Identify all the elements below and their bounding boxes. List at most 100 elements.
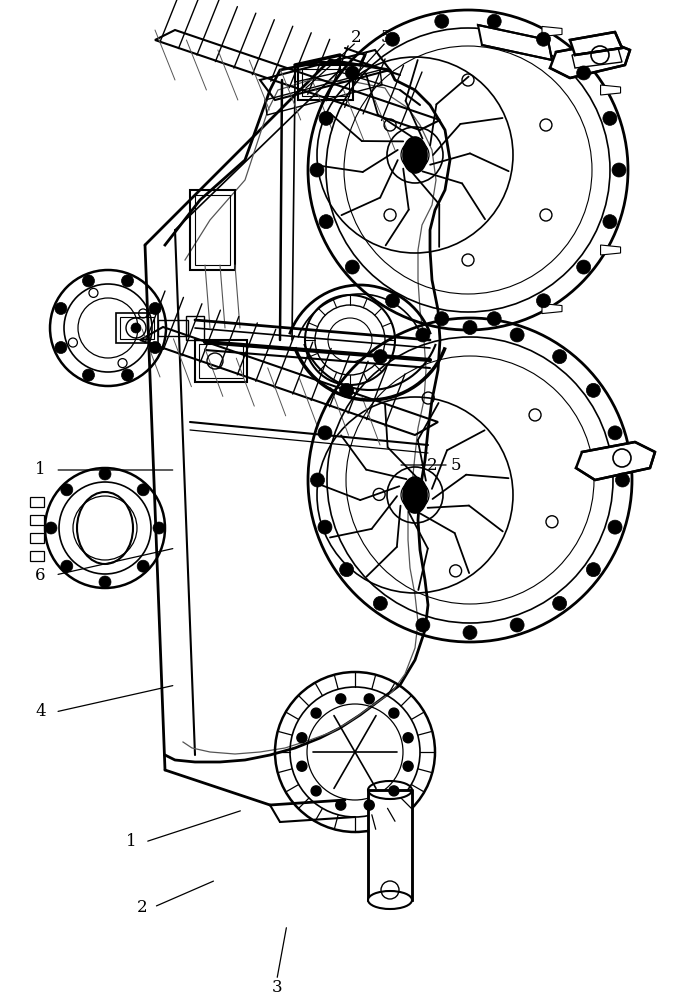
Circle shape	[137, 484, 149, 496]
Bar	[195, 195, 230, 265]
Circle shape	[297, 733, 307, 743]
Text: 1: 1	[126, 834, 137, 850]
Text: 2: 2	[136, 898, 147, 916]
Text: 6: 6	[35, 566, 46, 584]
Circle shape	[587, 563, 600, 577]
Text: 3: 3	[271, 980, 282, 996]
Ellipse shape	[403, 137, 427, 173]
Circle shape	[364, 800, 374, 810]
Circle shape	[553, 350, 566, 364]
Polygon shape	[550, 42, 630, 78]
Circle shape	[318, 426, 332, 440]
Circle shape	[553, 596, 566, 610]
Circle shape	[385, 32, 400, 46]
Polygon shape	[601, 245, 620, 255]
Circle shape	[318, 520, 332, 534]
Text: 2: 2	[427, 456, 437, 474]
Circle shape	[389, 786, 399, 796]
Bar	[30, 533, 44, 543]
Circle shape	[137, 560, 149, 572]
Circle shape	[340, 383, 354, 397]
Circle shape	[122, 369, 134, 381]
Bar	[116, 313, 158, 343]
Circle shape	[612, 163, 626, 177]
Circle shape	[608, 426, 622, 440]
Bar	[30, 515, 44, 525]
Circle shape	[487, 312, 502, 326]
Circle shape	[463, 320, 477, 334]
Bar	[158, 320, 188, 336]
Circle shape	[310, 473, 325, 487]
Text: 4: 4	[35, 704, 46, 720]
Circle shape	[435, 312, 449, 326]
Circle shape	[576, 260, 591, 274]
Bar	[186, 316, 204, 340]
Bar	[30, 497, 44, 507]
Circle shape	[55, 302, 67, 314]
Circle shape	[603, 111, 617, 125]
Circle shape	[45, 522, 57, 534]
Circle shape	[61, 484, 73, 496]
Bar	[199, 344, 243, 378]
Circle shape	[537, 294, 551, 308]
Polygon shape	[542, 26, 562, 36]
Bar	[190, 190, 235, 270]
Polygon shape	[601, 85, 620, 95]
Circle shape	[587, 383, 600, 397]
Circle shape	[435, 14, 449, 28]
Circle shape	[510, 618, 524, 632]
Polygon shape	[542, 304, 562, 314]
Circle shape	[153, 522, 165, 534]
Circle shape	[340, 563, 354, 577]
Circle shape	[385, 294, 400, 308]
Circle shape	[61, 560, 73, 572]
Circle shape	[403, 761, 413, 771]
Circle shape	[416, 618, 430, 632]
Circle shape	[82, 369, 94, 381]
Circle shape	[403, 733, 413, 743]
Text: 1: 1	[35, 462, 46, 479]
Circle shape	[122, 275, 134, 287]
Circle shape	[335, 800, 346, 810]
Circle shape	[149, 342, 161, 354]
Text: 5: 5	[381, 28, 392, 45]
Polygon shape	[576, 442, 655, 480]
Circle shape	[335, 694, 346, 704]
Circle shape	[311, 708, 321, 718]
Circle shape	[310, 163, 324, 177]
Circle shape	[463, 626, 477, 640]
Circle shape	[487, 14, 502, 28]
Circle shape	[603, 215, 617, 229]
Circle shape	[319, 111, 333, 125]
Circle shape	[416, 328, 430, 342]
Bar	[298, 65, 353, 100]
Circle shape	[373, 596, 387, 610]
Circle shape	[82, 275, 94, 287]
Circle shape	[311, 786, 321, 796]
Circle shape	[510, 328, 524, 342]
Circle shape	[576, 66, 591, 80]
Circle shape	[346, 260, 359, 274]
Text: 5: 5	[450, 456, 461, 474]
Circle shape	[608, 520, 622, 534]
Circle shape	[537, 32, 551, 46]
Circle shape	[55, 342, 67, 354]
Bar	[120, 317, 154, 339]
Bar	[195, 340, 247, 382]
Circle shape	[389, 708, 399, 718]
Circle shape	[373, 350, 387, 364]
Circle shape	[297, 761, 307, 771]
Bar	[30, 551, 44, 561]
Circle shape	[346, 66, 359, 80]
Polygon shape	[570, 32, 622, 55]
Ellipse shape	[403, 477, 427, 513]
Circle shape	[364, 694, 374, 704]
Bar	[302, 69, 349, 96]
Circle shape	[99, 468, 111, 480]
Polygon shape	[478, 25, 552, 60]
Circle shape	[616, 473, 630, 487]
Circle shape	[99, 576, 111, 588]
Circle shape	[319, 215, 333, 229]
Ellipse shape	[368, 891, 412, 909]
Circle shape	[149, 302, 161, 314]
